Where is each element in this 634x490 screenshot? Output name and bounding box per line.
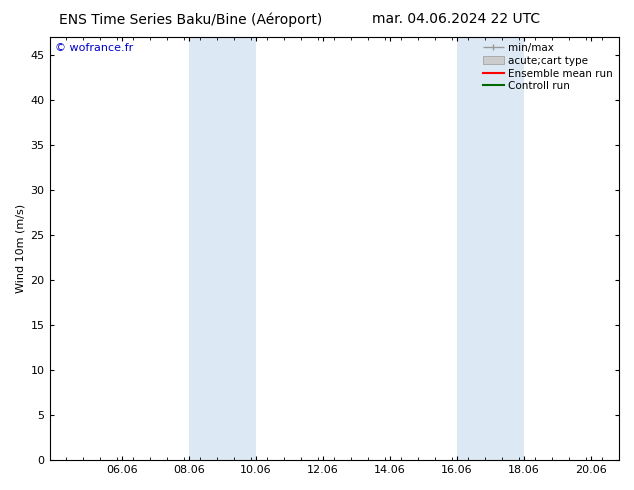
- Legend: min/max, acute;cart type, Ensemble mean run, Controll run: min/max, acute;cart type, Ensemble mean …: [479, 39, 617, 95]
- Bar: [491, 37, 524, 460]
- Bar: [223, 37, 256, 460]
- Bar: [189, 37, 223, 460]
- Text: ENS Time Series Baku/Bine (Aéroport): ENS Time Series Baku/Bine (Aéroport): [58, 12, 322, 27]
- Y-axis label: Wind 10m (m/s): Wind 10m (m/s): [15, 204, 25, 293]
- Text: © wofrance.fr: © wofrance.fr: [55, 44, 134, 53]
- Text: mar. 04.06.2024 22 UTC: mar. 04.06.2024 22 UTC: [372, 12, 541, 26]
- Bar: [457, 37, 491, 460]
